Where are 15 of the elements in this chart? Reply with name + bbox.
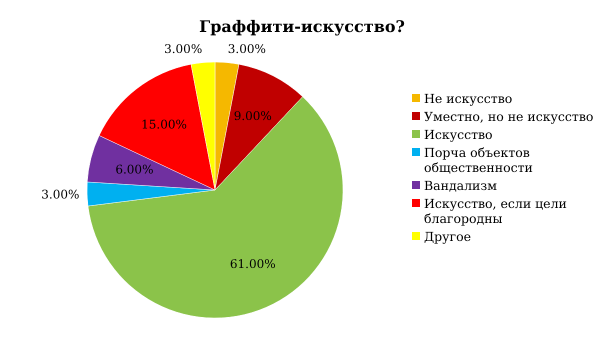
legend-label: Другое	[424, 229, 471, 244]
data-label: 61.00%	[230, 257, 276, 272]
legend-label: Искусство, если цели благородны	[424, 196, 567, 226]
legend-label: Искусство	[424, 127, 493, 142]
legend-label: Не искусство	[424, 91, 512, 106]
data-label: 15.00%	[141, 117, 187, 132]
data-label: 3.00%	[228, 42, 266, 56]
data-label: 3.00%	[164, 42, 202, 56]
legend-label: Вандализм	[424, 178, 498, 193]
data-label: 9.00%	[234, 108, 272, 123]
legend-label: Уместно, но не искусство	[424, 109, 594, 124]
data-label: 3.00%	[41, 187, 80, 202]
data-label: 6.00%	[115, 162, 154, 176]
chart-title: Граффити-искусство?	[199, 17, 405, 36]
legend-label: Порча объектов общественности	[424, 145, 533, 175]
